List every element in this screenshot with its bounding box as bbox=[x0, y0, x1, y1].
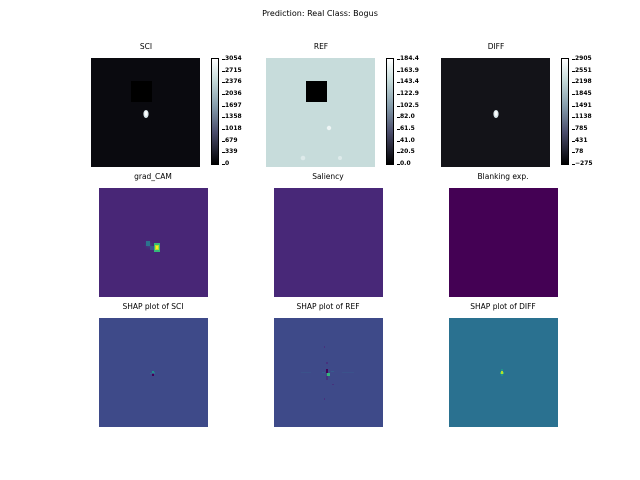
sci-image bbox=[91, 58, 200, 167]
colorbar-tick-label: 1697 bbox=[222, 101, 242, 109]
colorbar-tick-label: 143.4 bbox=[397, 78, 419, 86]
colorbar-tick-label: 679 bbox=[222, 136, 238, 144]
colorbar-tick-label: 41.0 bbox=[397, 136, 415, 144]
shap-ref-image bbox=[274, 318, 383, 427]
blanking-image bbox=[449, 188, 558, 297]
colorbar-tick-label: 2198 bbox=[572, 78, 592, 86]
colorbar-tick-label: −275 bbox=[572, 160, 593, 167]
saliency-title: Saliency bbox=[312, 172, 344, 181]
gradcam-image bbox=[99, 188, 208, 297]
colorbar-tick-label: 0 bbox=[221, 160, 230, 167]
shap-sci-hotspot bbox=[152, 371, 154, 373]
colorbar-tick-label: 431 bbox=[572, 136, 588, 144]
shap-diff-image bbox=[449, 318, 558, 427]
ref-title: REF bbox=[313, 42, 329, 51]
sci-colorbar bbox=[211, 58, 219, 165]
diff-image bbox=[441, 58, 550, 167]
colorbar-tick-label: 20.5 bbox=[397, 148, 415, 156]
diff-title: DIFF bbox=[487, 42, 505, 51]
ref-source bbox=[326, 125, 332, 131]
colorbar-tick-label: 0.0 bbox=[397, 160, 411, 167]
shap-diff-title: SHAP plot of DIFF bbox=[470, 302, 536, 311]
ref-colorbar bbox=[386, 58, 394, 165]
shap-diff-hotspot bbox=[501, 371, 503, 374]
colorbar-tick-label: 1491 bbox=[572, 101, 592, 109]
colorbar-tick-label: 1845 bbox=[572, 90, 592, 97]
colorbar-tick-label: 82.0 bbox=[397, 113, 415, 121]
ref-image bbox=[266, 58, 375, 167]
colorbar-tick-label: 339 bbox=[222, 148, 238, 156]
blanking-title: Blanking exp. bbox=[477, 172, 529, 181]
colorbar-tick-label: 785 bbox=[572, 125, 588, 132]
colorbar-tick-label: 78 bbox=[571, 148, 584, 156]
shap-sci-title: SHAP plot of SCI bbox=[122, 302, 184, 311]
colorbar-tick-label: 61.5 bbox=[397, 125, 415, 132]
ref-masked-patch bbox=[306, 81, 327, 102]
colorbar-tick-label: 2376 bbox=[222, 78, 242, 86]
sci-title: SCI bbox=[139, 42, 153, 51]
shap-ref-hotspot bbox=[327, 373, 330, 376]
colorbar-tick-label: 163.9 bbox=[397, 66, 419, 74]
colorbar-tick-label: 102.5 bbox=[397, 101, 419, 109]
colorbar-tick-label: 1138 bbox=[572, 113, 592, 121]
colorbar-tick-label: 2036 bbox=[222, 90, 242, 97]
colorbar-tick-label: 2715 bbox=[222, 66, 242, 74]
colorbar-tick-label: 2905 bbox=[572, 55, 592, 62]
saliency-image bbox=[274, 188, 383, 297]
colorbar-tick-label: 184.4 bbox=[397, 55, 419, 62]
gradcam-title: grad_CAM bbox=[134, 172, 172, 181]
colorbar-tick-label: 1358 bbox=[222, 113, 242, 121]
figure-suptitle: Prediction: Real Class: Bogus bbox=[262, 9, 378, 18]
sci-masked-patch bbox=[131, 81, 152, 102]
colorbar-tick-label: 122.9 bbox=[397, 90, 419, 97]
diff-colorbar bbox=[561, 58, 569, 165]
colorbar-tick-label: 1018 bbox=[222, 125, 242, 132]
colorbar-tick-label: 2551 bbox=[572, 66, 592, 74]
shap-sci-image bbox=[99, 318, 208, 427]
colorbar-tick-label: 3054 bbox=[222, 55, 242, 62]
shap-ref-title: SHAP plot of REF bbox=[296, 302, 360, 311]
